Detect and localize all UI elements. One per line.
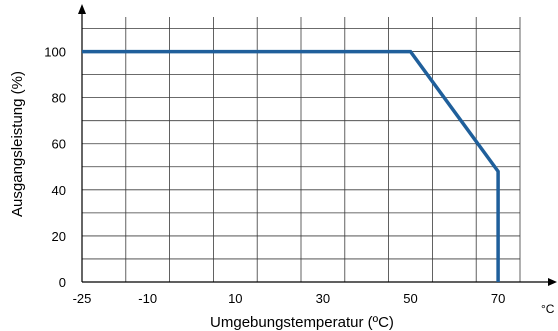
x-tick-label: -10 [138,291,157,306]
x-tick-label: 10 [228,291,242,306]
grid [82,17,521,282]
y-tick-label: 80 [52,91,66,106]
tick-labels: -25 -10 10 30 50 70 0 20 40 60 80 100 [44,45,505,306]
x-tick-label: 70 [491,291,505,306]
y-tick-label: 60 [52,137,66,152]
x-axis-title: Umgebungstemperatur (ºC) [210,314,394,331]
x-axis-arrow [548,278,557,286]
axes [78,4,557,286]
y-axis-arrow [78,4,86,14]
x-tick-label: 30 [316,291,330,306]
x-tick-label: 50 [403,291,417,306]
y-tick-label: 40 [52,183,66,198]
y-axis-title: Ausgangsleistung (%) [9,71,26,217]
y-tick-label: 20 [52,229,66,244]
y-tick-label: 0 [59,275,66,290]
x-tick-label: -25 [73,291,92,306]
series-layer [82,49,500,282]
y-tick-label: 100 [44,45,66,60]
series-line [82,49,500,282]
x-axis-unit: °C [541,302,555,316]
